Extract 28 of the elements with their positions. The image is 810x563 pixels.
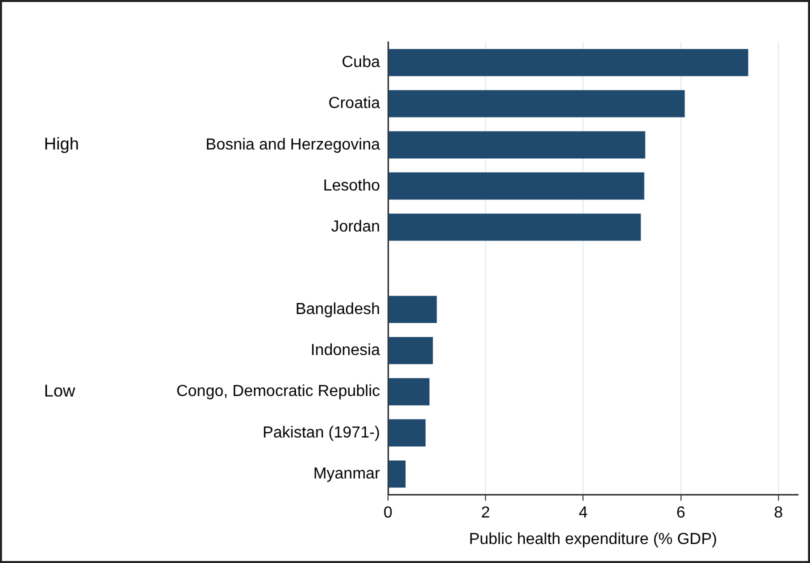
y-tick-label: Indonesia [310, 342, 380, 359]
y-tick-label: Jordan [331, 218, 380, 236]
y-tick-label: Myanmar [313, 465, 381, 482]
bar [388, 90, 685, 118]
bar [388, 296, 437, 324]
bar [388, 131, 646, 158]
bar [388, 419, 426, 446]
x-tick-label: 8 [774, 504, 784, 522]
y-tick-label: Congo, Democratic Republic [176, 383, 380, 400]
y-tick-label: Lesotho [323, 177, 380, 194]
y-tick-label: Croatia [328, 95, 380, 112]
y-tick-label: Bangladesh [295, 300, 380, 318]
y-tick-label: Cuba [342, 54, 380, 71]
y-tick-label: Pakistan (1971-) [262, 424, 380, 442]
bar [388, 172, 644, 200]
bar [388, 378, 430, 406]
x-axis-title: Public health expenditure (% GDP) [468, 530, 718, 548]
bar [388, 214, 641, 241]
bar [388, 460, 406, 488]
x-tick-label: 6 [676, 504, 686, 522]
x-tick-label: 4 [578, 504, 588, 522]
text: High [44, 134, 79, 154]
bar [388, 48, 748, 76]
y-tick-label: Bosnia and Herzegovina [206, 136, 380, 154]
x-tick-label: 0 [384, 504, 393, 522]
text: Low [44, 381, 76, 400]
bar [388, 337, 433, 364]
x-tick-label: 2 [481, 504, 490, 522]
